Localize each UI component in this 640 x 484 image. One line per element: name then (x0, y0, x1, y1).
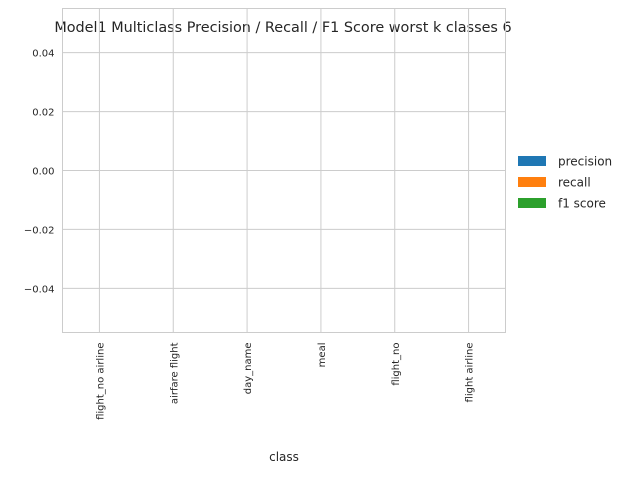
legend-label-recall: recall (558, 176, 591, 190)
legend-swatch-f1-score (518, 198, 546, 208)
x-tick-label: day_name (243, 343, 254, 395)
y-tick-label: −0.02 (24, 225, 55, 236)
x-axis-ticks: flight_no airline airfare flight day_name m… (95, 342, 475, 419)
x-tick-label: flight_no (391, 343, 402, 386)
legend-swatch-recall (518, 177, 546, 187)
x-axis-label: class (269, 450, 299, 464)
y-tick-label: −0.04 (24, 284, 55, 295)
chart-title: Model1 Multiclass Precision / Recall / F… (54, 20, 511, 36)
x-tick-label: airfare flight (169, 342, 180, 404)
legend-label-precision: precision (558, 155, 612, 169)
y-tick-label: 0.04 (32, 49, 54, 60)
legend-label-f1-score: f1 score (558, 197, 606, 211)
gridlines (62, 8, 506, 333)
x-tick-label: flight_no airline (95, 343, 106, 420)
y-tick-label: 0.00 (32, 167, 54, 178)
plot-frame (62, 8, 506, 333)
legend-swatch-precision (518, 156, 546, 166)
y-axis-ticks: −0.04 −0.02 0.00 0.02 0.04 (24, 49, 55, 296)
y-tick-label: 0.02 (32, 108, 54, 119)
x-tick-label: flight airline (465, 343, 476, 403)
legend: precision recall f1 score (518, 155, 612, 211)
x-tick-label: meal (317, 343, 328, 368)
